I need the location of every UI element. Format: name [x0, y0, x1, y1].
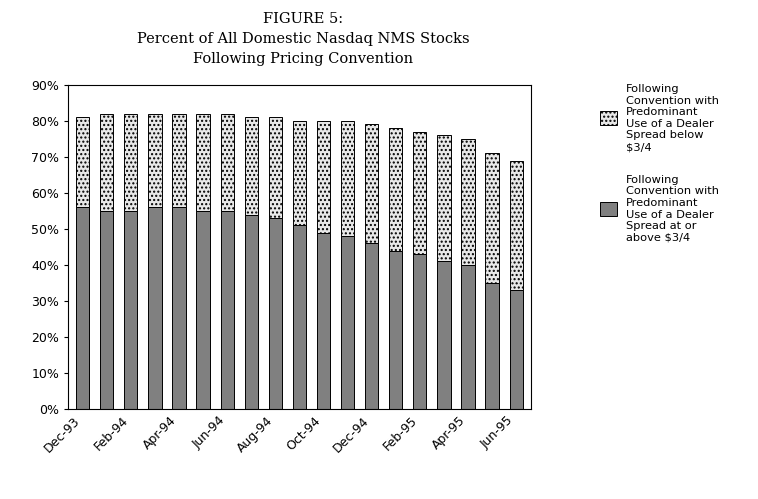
Bar [341, 121, 354, 236]
Bar [317, 121, 330, 233]
Bar [293, 121, 306, 226]
Bar [245, 215, 258, 409]
Bar [172, 208, 186, 409]
Bar [124, 114, 137, 211]
Bar [509, 290, 523, 409]
Bar [268, 218, 282, 409]
Bar [341, 236, 354, 409]
Bar [413, 254, 427, 409]
Text: FIGURE 5:: FIGURE 5: [263, 12, 343, 26]
Bar [485, 283, 499, 409]
Bar [124, 211, 137, 409]
Bar [437, 261, 450, 409]
Legend: Following
Convention with
Predominant
Use of a Dealer
Spread below
$3/4, Followi: Following Convention with Predominant Us… [600, 84, 719, 243]
Bar [462, 139, 475, 265]
Bar [245, 117, 258, 215]
Bar [196, 114, 210, 211]
Text: Percent of All Domestic Nasdaq NMS Stocks: Percent of All Domestic Nasdaq NMS Stock… [137, 32, 469, 46]
Bar [365, 124, 378, 244]
Bar [317, 233, 330, 409]
Bar [221, 211, 233, 409]
Bar [76, 208, 89, 409]
Bar [196, 211, 210, 409]
Text: Following Pricing Convention: Following Pricing Convention [193, 52, 413, 66]
Bar [149, 208, 161, 409]
Bar [149, 114, 161, 208]
Bar [413, 132, 427, 254]
Bar [389, 128, 402, 250]
Bar [221, 114, 233, 211]
Bar [76, 117, 89, 208]
Bar [172, 114, 186, 208]
Bar [437, 135, 450, 261]
Bar [485, 153, 499, 283]
Bar [100, 114, 114, 211]
Bar [462, 265, 475, 409]
Bar [509, 161, 523, 290]
Bar [389, 250, 402, 409]
Bar [268, 117, 282, 218]
Bar [293, 226, 306, 409]
Bar [365, 244, 378, 409]
Bar [100, 211, 114, 409]
